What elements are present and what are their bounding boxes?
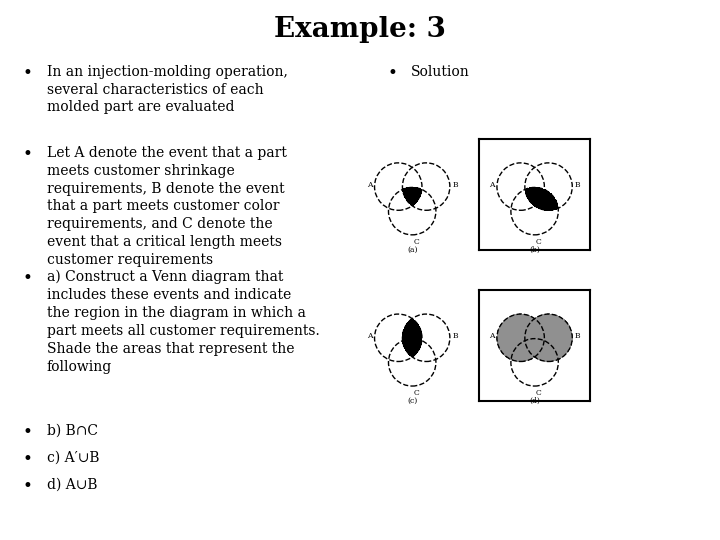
Text: (b): (b)	[529, 246, 540, 254]
Text: (d): (d)	[529, 397, 540, 405]
Text: (a): (a)	[407, 246, 418, 254]
Text: A: A	[366, 181, 372, 189]
Text: a) Construct a Venn diagram that
includes these events and indicate
the region i: a) Construct a Venn diagram that include…	[47, 270, 320, 374]
Text: •: •	[22, 478, 32, 495]
Text: B: B	[575, 181, 580, 189]
Text: Example: 3: Example: 3	[274, 16, 446, 43]
Text: •: •	[22, 270, 32, 287]
Text: C: C	[536, 389, 541, 397]
Text: Let A denote the event that a part
meets customer shrinkage
requirements, B deno: Let A denote the event that a part meets…	[47, 146, 287, 267]
Text: •: •	[22, 424, 32, 441]
Text: •: •	[22, 65, 32, 82]
Text: •: •	[387, 65, 397, 82]
Text: B: B	[452, 181, 458, 189]
Text: B: B	[575, 333, 580, 340]
Text: Solution: Solution	[410, 65, 469, 79]
Text: B: B	[452, 333, 458, 340]
Text: d) A∪B: d) A∪B	[47, 478, 97, 492]
Text: A: A	[489, 181, 495, 189]
Text: •: •	[22, 451, 32, 468]
Text: A: A	[366, 333, 372, 340]
Text: •: •	[22, 146, 32, 163]
Text: c) A′∪B: c) A′∪B	[47, 451, 99, 465]
Text: C: C	[413, 389, 419, 397]
Text: (c): (c)	[407, 397, 418, 405]
Text: b) B∩C: b) B∩C	[47, 424, 98, 438]
Text: C: C	[413, 238, 419, 246]
Text: C: C	[536, 238, 541, 246]
Text: A: A	[489, 333, 495, 340]
Text: In an injection-molding operation,
several characteristics of each
molded part a: In an injection-molding operation, sever…	[47, 65, 288, 114]
